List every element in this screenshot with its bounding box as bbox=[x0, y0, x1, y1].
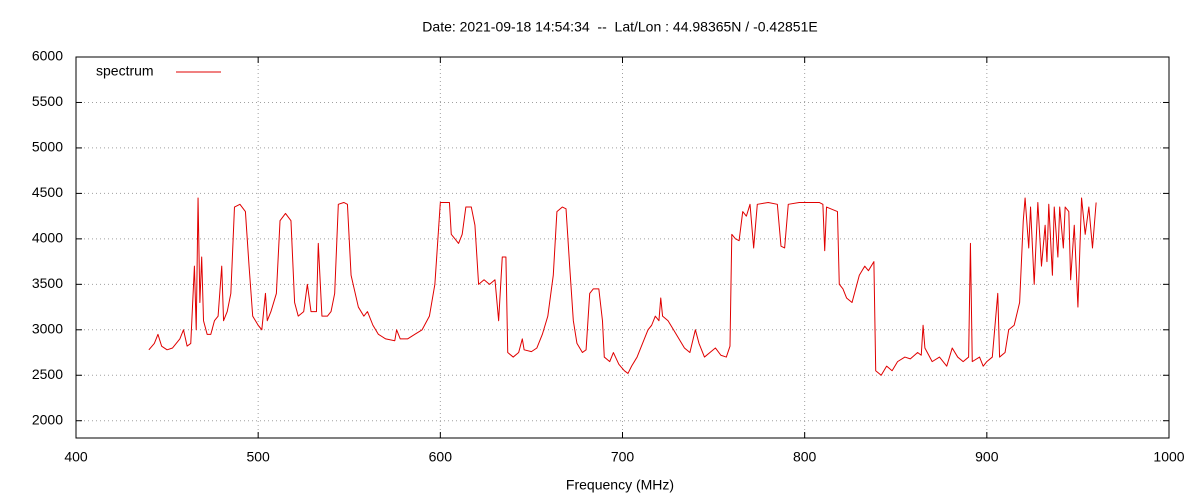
y-tick-label: 5000 bbox=[32, 139, 63, 155]
x-tick-label: 700 bbox=[611, 449, 635, 465]
x-axis-label: Frequency (MHz) bbox=[566, 477, 674, 493]
y-tick-label: 5500 bbox=[32, 93, 63, 109]
y-tick-label: 6000 bbox=[32, 48, 63, 64]
plot-frame bbox=[75, 56, 1170, 439]
chart-title: Date: 2021-09-18 14:54:34 -- Lat/Lon : 4… bbox=[422, 19, 817, 35]
y-tick-label: 2500 bbox=[32, 366, 63, 382]
y-tick-label: 4500 bbox=[32, 184, 63, 200]
y-tick-label: 3500 bbox=[32, 275, 63, 291]
y-tick-label: 2000 bbox=[32, 411, 63, 427]
y-tick-label: 3000 bbox=[32, 320, 63, 336]
series-line bbox=[148, 197, 1097, 376]
x-tick-label: 600 bbox=[429, 449, 453, 465]
x-tick-label: 900 bbox=[975, 449, 999, 465]
x-tick-label: 400 bbox=[64, 449, 88, 465]
x-tick-label: 500 bbox=[246, 449, 270, 465]
legend-label: spectrum bbox=[96, 63, 154, 79]
y-tick-label: 4000 bbox=[32, 230, 63, 246]
x-tick-label: 800 bbox=[793, 449, 817, 465]
x-tick-label: 1000 bbox=[1153, 449, 1184, 465]
